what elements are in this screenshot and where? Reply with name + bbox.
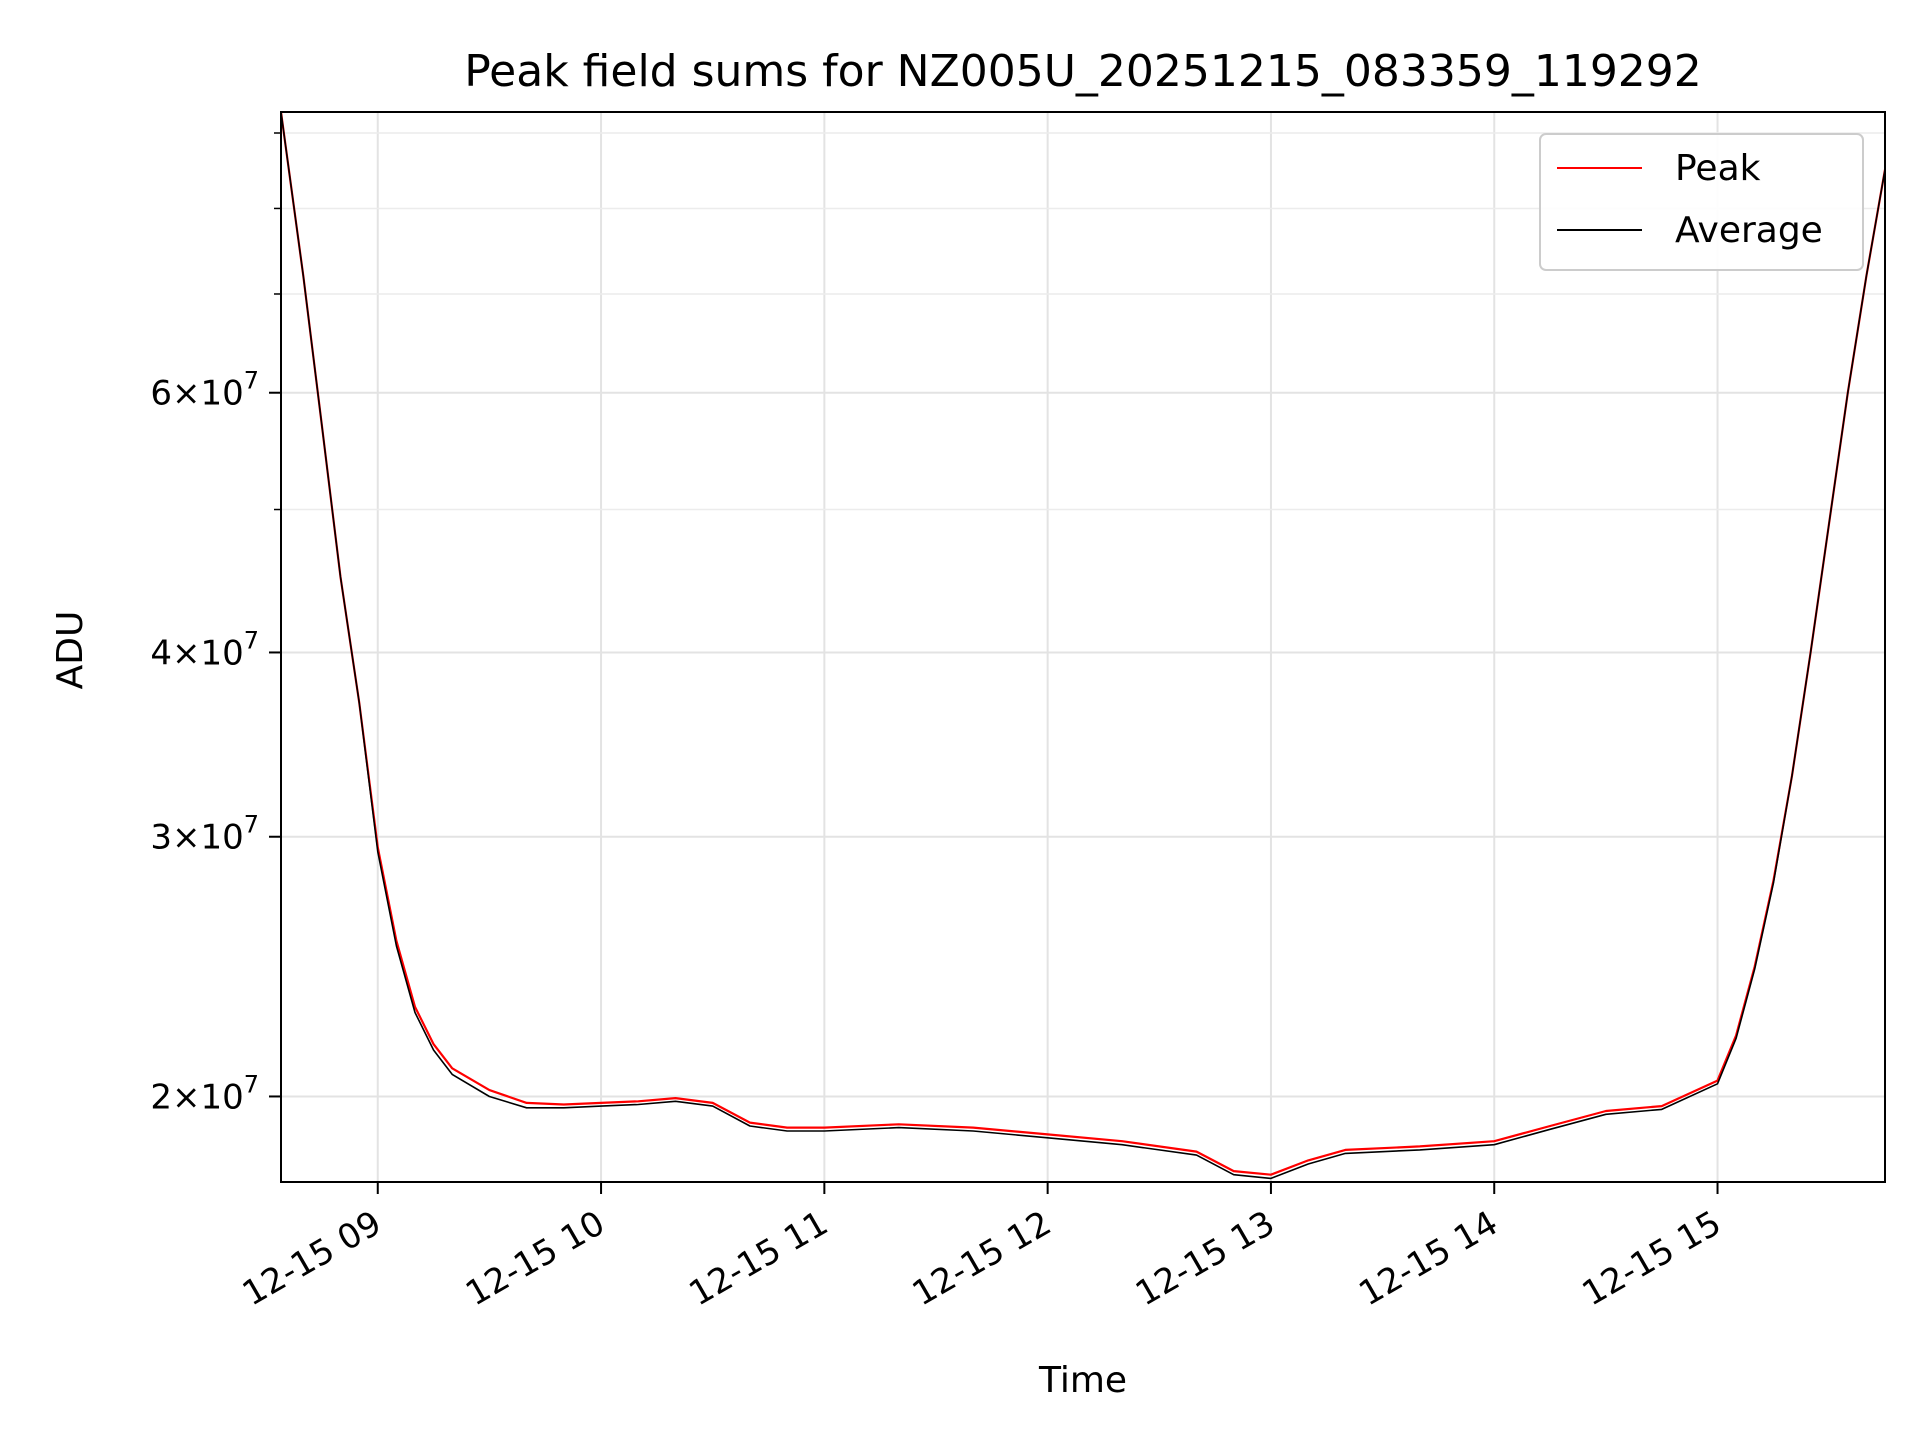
axes-frame: [280, 111, 1886, 1183]
chart-title: Peak field sums for NZ005U_20251215_0833…: [464, 46, 1702, 97]
y-tick-label: 6×107: [150, 367, 259, 414]
legend-label: Average: [1675, 210, 1823, 251]
y-tick-label: 4×107: [150, 626, 259, 673]
grid: [281, 112, 1885, 1182]
legend-label: Peak: [1675, 148, 1761, 189]
legend: Peak Average: [1539, 133, 1864, 271]
y-tick-label: 2×107: [150, 1070, 259, 1117]
y-axis-label: ADU: [50, 611, 91, 690]
y-axis-ticks: 2×107 3×107 4×107 6×107: [150, 132, 281, 1117]
x-axis-label: Time: [1038, 1360, 1127, 1401]
series-line-average: [281, 112, 1885, 1180]
y-tick-label: 3×107: [150, 811, 259, 858]
series-layer: [281, 112, 1885, 1180]
